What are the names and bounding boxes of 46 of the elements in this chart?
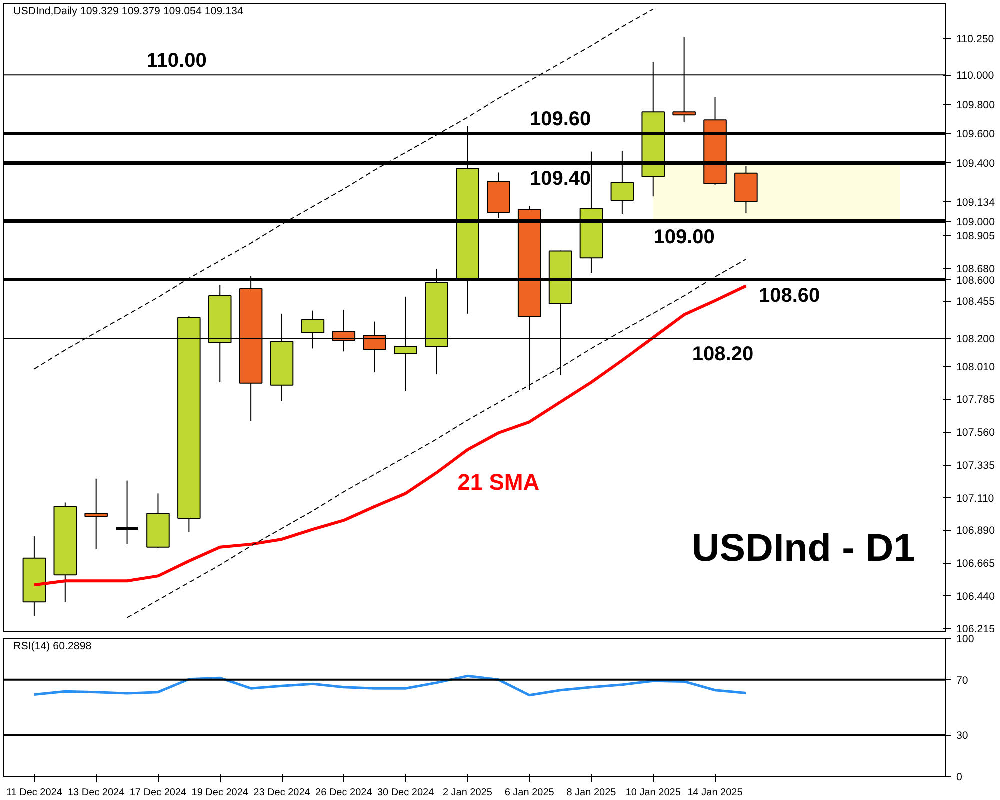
chart-title: USDInd,Daily 109.329 109.379 109.054 109.134 [14, 6, 244, 18]
x-tick-label: 13 Dec 2024 [68, 788, 126, 798]
x-tick-label: 19 Dec 2024 [192, 788, 249, 798]
ref-line-label: 108.20 [692, 343, 754, 366]
y-tick-label: 107.110 [956, 492, 994, 505]
y-tick-label: 109.000 [956, 216, 996, 228]
x-tick-label: 30 Dec 2024 [377, 788, 435, 798]
ref-line-label: 109.40 [530, 168, 592, 190]
y-tick-label: 107.560 [956, 427, 996, 440]
x-tick-label: 11 Dec 2024 [6, 788, 63, 798]
x-tick-label: 2 Jan 2025 [442, 788, 493, 798]
y-tick-label: 107.785 [956, 394, 996, 406]
y-tick-label: 106.890 [956, 525, 996, 538]
y-tick-label: 108.010 [956, 361, 996, 374]
x-tick-label: 26 Dec 2024 [316, 788, 373, 798]
ref-line-label: 108.60 [758, 284, 820, 307]
x-tick-label: 10 Jan 2025 [626, 788, 682, 798]
y-tick-label: 100 [956, 634, 974, 646]
y-tick-label: 109.800 [956, 99, 996, 112]
y-tick-label: 107.335 [956, 460, 996, 472]
chart-title: RSI(14) 60.2898 [14, 640, 92, 652]
y-tick-label: 109.600 [956, 128, 996, 141]
y-tick-label: 106.440 [956, 590, 996, 603]
y-tick-label: 110.250 [956, 34, 994, 46]
x-tick-label: 14 Jan 2025 [688, 788, 744, 798]
y-tick-label: 106.665 [956, 558, 996, 570]
y-tick-label: 108.455 [956, 296, 996, 308]
y-tick-label: 108.200 [956, 333, 996, 346]
y-tick-label: 110.000 [956, 70, 994, 82]
y-tick-label: 109.134 [956, 196, 996, 209]
y-tick-label: 108.600 [956, 274, 996, 287]
y-tick-label: 108.905 [956, 230, 996, 242]
series-label: 21 SMA [458, 469, 540, 496]
y-tick-label: 70 [956, 674, 968, 687]
x-tick-label: 23 Dec 2024 [254, 788, 311, 798]
x-tick-label: 8 Jan 2025 [566, 788, 617, 798]
y-tick-label: 30 [956, 730, 968, 742]
x-tick-label: 6 Jan 2025 [504, 788, 555, 798]
ref-line-label: 109.60 [530, 108, 592, 131]
annotation: USDInd - D1 [692, 527, 916, 570]
x-tick-label: 17 Dec 2024 [130, 788, 188, 798]
y-tick-label: 109.400 [956, 158, 996, 170]
y-tick-label: 108.680 [956, 263, 996, 276]
ref-line-label: 110.00 [146, 50, 207, 72]
ref-line-label: 109.00 [654, 226, 715, 248]
y-tick-label: 0 [956, 772, 962, 784]
